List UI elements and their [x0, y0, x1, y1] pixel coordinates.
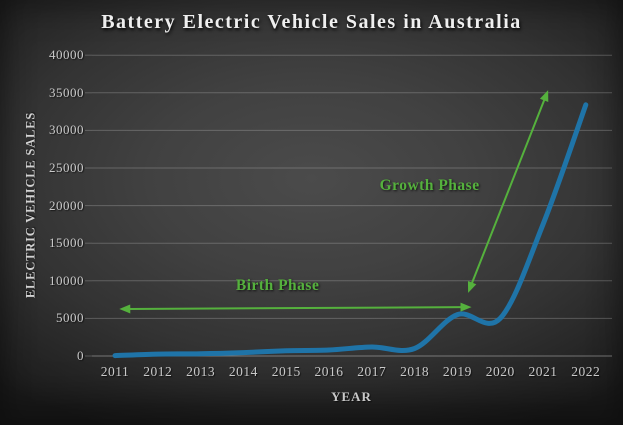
- x-tick-label: 2012: [143, 364, 173, 379]
- x-tick-label: 2022: [571, 364, 601, 379]
- growth-phase-arrowhead-end: [539, 90, 549, 103]
- x-tick-label: 2016: [314, 364, 344, 379]
- x-axis-title: YEAR: [331, 389, 372, 404]
- growth-phase-arrowhead-start: [467, 280, 477, 293]
- birth-phase-label: Birth Phase: [235, 277, 320, 295]
- birth-phase-arrowhead-start: [119, 304, 131, 314]
- x-tick-label: 2017: [357, 364, 387, 379]
- y-tick-label: 35000: [49, 84, 84, 100]
- y-tick-label: 40000: [49, 47, 84, 63]
- y-tick-label: 20000: [49, 197, 84, 213]
- y-tick-label: 25000: [49, 160, 84, 175]
- y-tick-label: 5000: [56, 310, 84, 326]
- y-axis-title: ELECTRIC VEHICLE SALES: [23, 111, 38, 299]
- x-tick-label: 2015: [271, 364, 301, 379]
- birth-phase-arrow-shaft: [128, 306, 463, 310]
- x-tick-label: 2020: [485, 364, 515, 379]
- y-tick-label: 0: [77, 348, 84, 363]
- birth-phase-arrowhead-end: [460, 302, 472, 312]
- growth-phase-arrow-shaft: [470, 98, 546, 285]
- growth-phase-label: Growth Phase: [379, 177, 480, 195]
- x-tick-label: 2019: [442, 364, 472, 379]
- x-tick-label: 2013: [186, 364, 216, 379]
- x-tick-label: 2018: [400, 364, 430, 379]
- y-tick-label: 10000: [49, 272, 84, 288]
- y-tick-label: 15000: [49, 235, 84, 251]
- x-tick-label: 2021: [528, 364, 558, 379]
- x-tick-label: 2011: [100, 364, 130, 379]
- x-tick-label: 2014: [228, 364, 258, 379]
- y-tick-label: 30000: [49, 122, 84, 138]
- sales-line-series: [112, 102, 589, 359]
- chart-title: Battery Electric Vehicle Sales in Austra…: [101, 11, 522, 33]
